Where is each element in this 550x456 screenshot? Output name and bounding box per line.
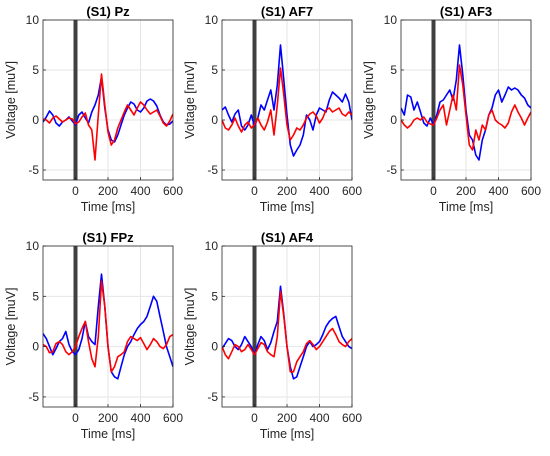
subplot-3: 0 200 400 600 -5 0 5 10 (S1) FPz Time [ms] Voltage… [4, 230, 183, 441]
x-tick-label: 600 [521, 184, 541, 198]
x-tick-label: 0 [72, 411, 79, 425]
x-tick-label: 200 [277, 184, 297, 198]
subplot-2: 0 200 400 600 -5 0 5 10 (S1) AF3 Time [ms] Voltage… [362, 4, 541, 214]
y-tick-label: 10 [205, 13, 219, 27]
x-axis-label: Time [ms] [81, 427, 135, 441]
subplot-1: 0 200 400 600 -5 0 5 10 (S1) AF7 Time [ms] Voltage… [183, 4, 362, 214]
y-tick-label: 10 [26, 13, 40, 27]
x-axis-label: Time [ms] [81, 200, 135, 214]
series-line-1 [222, 290, 352, 373]
x-tick-label: 400 [309, 184, 329, 198]
y-tick-label: 0 [211, 340, 218, 354]
x-tick-label: 600 [163, 184, 183, 198]
y-tick-label: 5 [211, 63, 218, 77]
subplot-title: (S1) AF7 [261, 4, 313, 19]
x-tick-label: 400 [309, 411, 329, 425]
x-tick-label: 0 [430, 184, 437, 198]
x-tick-label: 200 [98, 411, 118, 425]
subplot-4: 0 200 400 600 -5 0 5 10 (S1) AF4 Time [ms] Voltage… [183, 230, 362, 441]
y-tick-label: 10 [26, 239, 40, 253]
y-tick-label: 0 [32, 113, 39, 127]
series-line-1 [43, 73, 173, 161]
subplot-title: (S1) Pz [86, 4, 130, 19]
x-tick-label: 400 [130, 184, 150, 198]
y-axis-label: Voltage [muV] [4, 288, 18, 366]
y-tick-label: -5 [386, 163, 397, 177]
x-tick-label: 600 [342, 184, 362, 198]
subplot-title: (S1) FPz [82, 230, 134, 245]
x-tick-label: 200 [98, 184, 118, 198]
y-tick-label: -5 [207, 390, 218, 404]
x-tick-label: 0 [251, 184, 258, 198]
x-tick-label: 0 [72, 184, 79, 198]
y-tick-label: 0 [32, 340, 39, 354]
y-axis-label: Voltage [muV] [183, 61, 197, 139]
x-tick-label: 0 [251, 411, 258, 425]
y-tick-label: -5 [28, 390, 39, 404]
y-tick-label: 5 [211, 289, 218, 303]
y-tick-label: 5 [32, 63, 39, 77]
x-axis-label: Time [ms] [439, 200, 493, 214]
y-tick-label: -5 [207, 163, 218, 177]
y-tick-label: 0 [211, 113, 218, 127]
series-line-1 [43, 280, 173, 373]
subplot-0: 0 200 400 600 -5 0 5 10 (S1) Pz Time [ms] Voltage … [4, 4, 183, 214]
x-tick-label: 200 [277, 411, 297, 425]
y-axis-label: Voltage [muV] [183, 288, 197, 366]
x-axis-label: Time [ms] [260, 200, 314, 214]
subplot-title: (S1) AF3 [440, 4, 492, 19]
y-axis-label: Voltage [muV] [4, 61, 18, 139]
y-tick-label: 5 [390, 63, 397, 77]
y-tick-label: -5 [28, 163, 39, 177]
y-tick-label: 10 [384, 13, 398, 27]
y-tick-label: 5 [32, 289, 39, 303]
x-tick-label: 200 [456, 184, 476, 198]
x-axis-label: Time [ms] [260, 427, 314, 441]
y-tick-label: 0 [390, 113, 397, 127]
x-tick-label: 400 [488, 184, 508, 198]
x-tick-label: 600 [163, 411, 183, 425]
series-line-1 [401, 64, 531, 151]
series-line-1 [222, 67, 352, 141]
y-tick-label: 10 [205, 239, 219, 253]
y-axis-label: Voltage [muV] [362, 61, 376, 139]
subplot-title: (S1) AF4 [261, 230, 314, 245]
x-tick-label: 600 [342, 411, 362, 425]
x-tick-label: 400 [130, 411, 150, 425]
